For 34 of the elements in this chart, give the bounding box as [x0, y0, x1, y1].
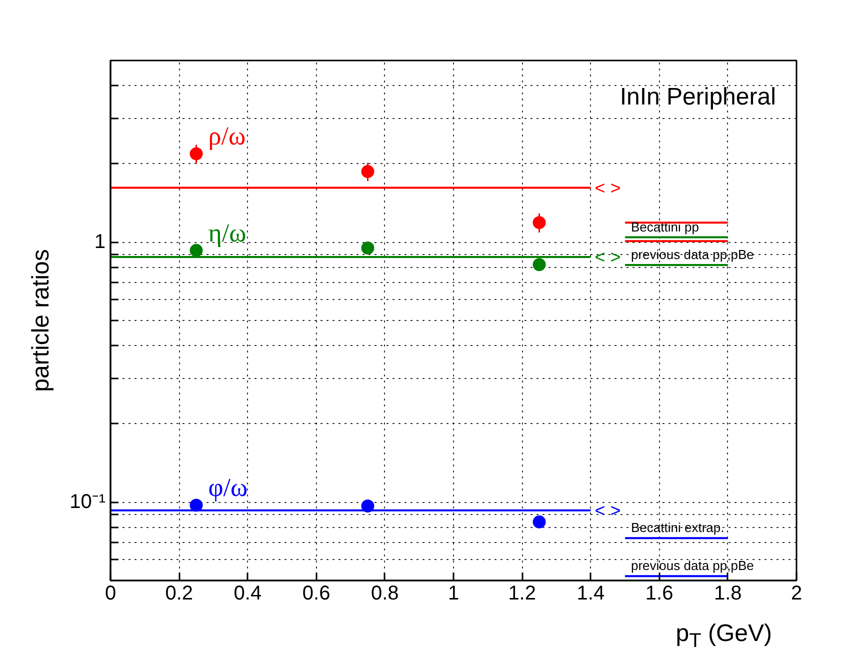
point [532, 216, 546, 230]
point [190, 147, 203, 160]
annotation: previous data pp,pBe [631, 247, 754, 262]
x-tick-label: 1.4 [576, 582, 605, 604]
point [190, 498, 203, 512]
annotation: Becattini pp [631, 219, 699, 234]
series-label: φ/ω [208, 473, 248, 502]
x-axis-title: p$_{T}$ (GeV) [676, 620, 772, 654]
x-tick-label: 0.2 [165, 582, 194, 604]
series-label: < > [594, 247, 621, 268]
point [361, 165, 374, 178]
x-tick-label: 0.8 [371, 582, 399, 604]
x-tick-label: 1.8 [714, 582, 742, 604]
point [532, 258, 546, 272]
series-label: ρ/ω [208, 122, 246, 151]
point [532, 515, 546, 528]
annotation: previous data pp,pBe [631, 558, 754, 574]
series-label: η/ω [208, 218, 246, 248]
point [361, 500, 374, 513]
x-tick-label: 1.6 [645, 582, 674, 604]
x-tick-label: 0.6 [302, 582, 330, 604]
point [190, 244, 203, 257]
x-tick-label: 0.4 [234, 582, 262, 604]
x-tick-label: 1.2 [508, 582, 536, 604]
x-tick-label: 2 [790, 582, 802, 604]
series-label: < > [594, 178, 621, 198]
annotation: Becattini extrap. [631, 520, 724, 536]
y-tick-label: 10⁻¹ [70, 491, 106, 514]
point [361, 242, 374, 255]
x-tick-label: 1 [448, 582, 460, 604]
text: InIn Peripheral [620, 83, 776, 110]
x-tick-label: 0 [104, 582, 116, 604]
series-label: < > [594, 500, 621, 520]
y-axis-title: particle ratios [28, 249, 55, 392]
